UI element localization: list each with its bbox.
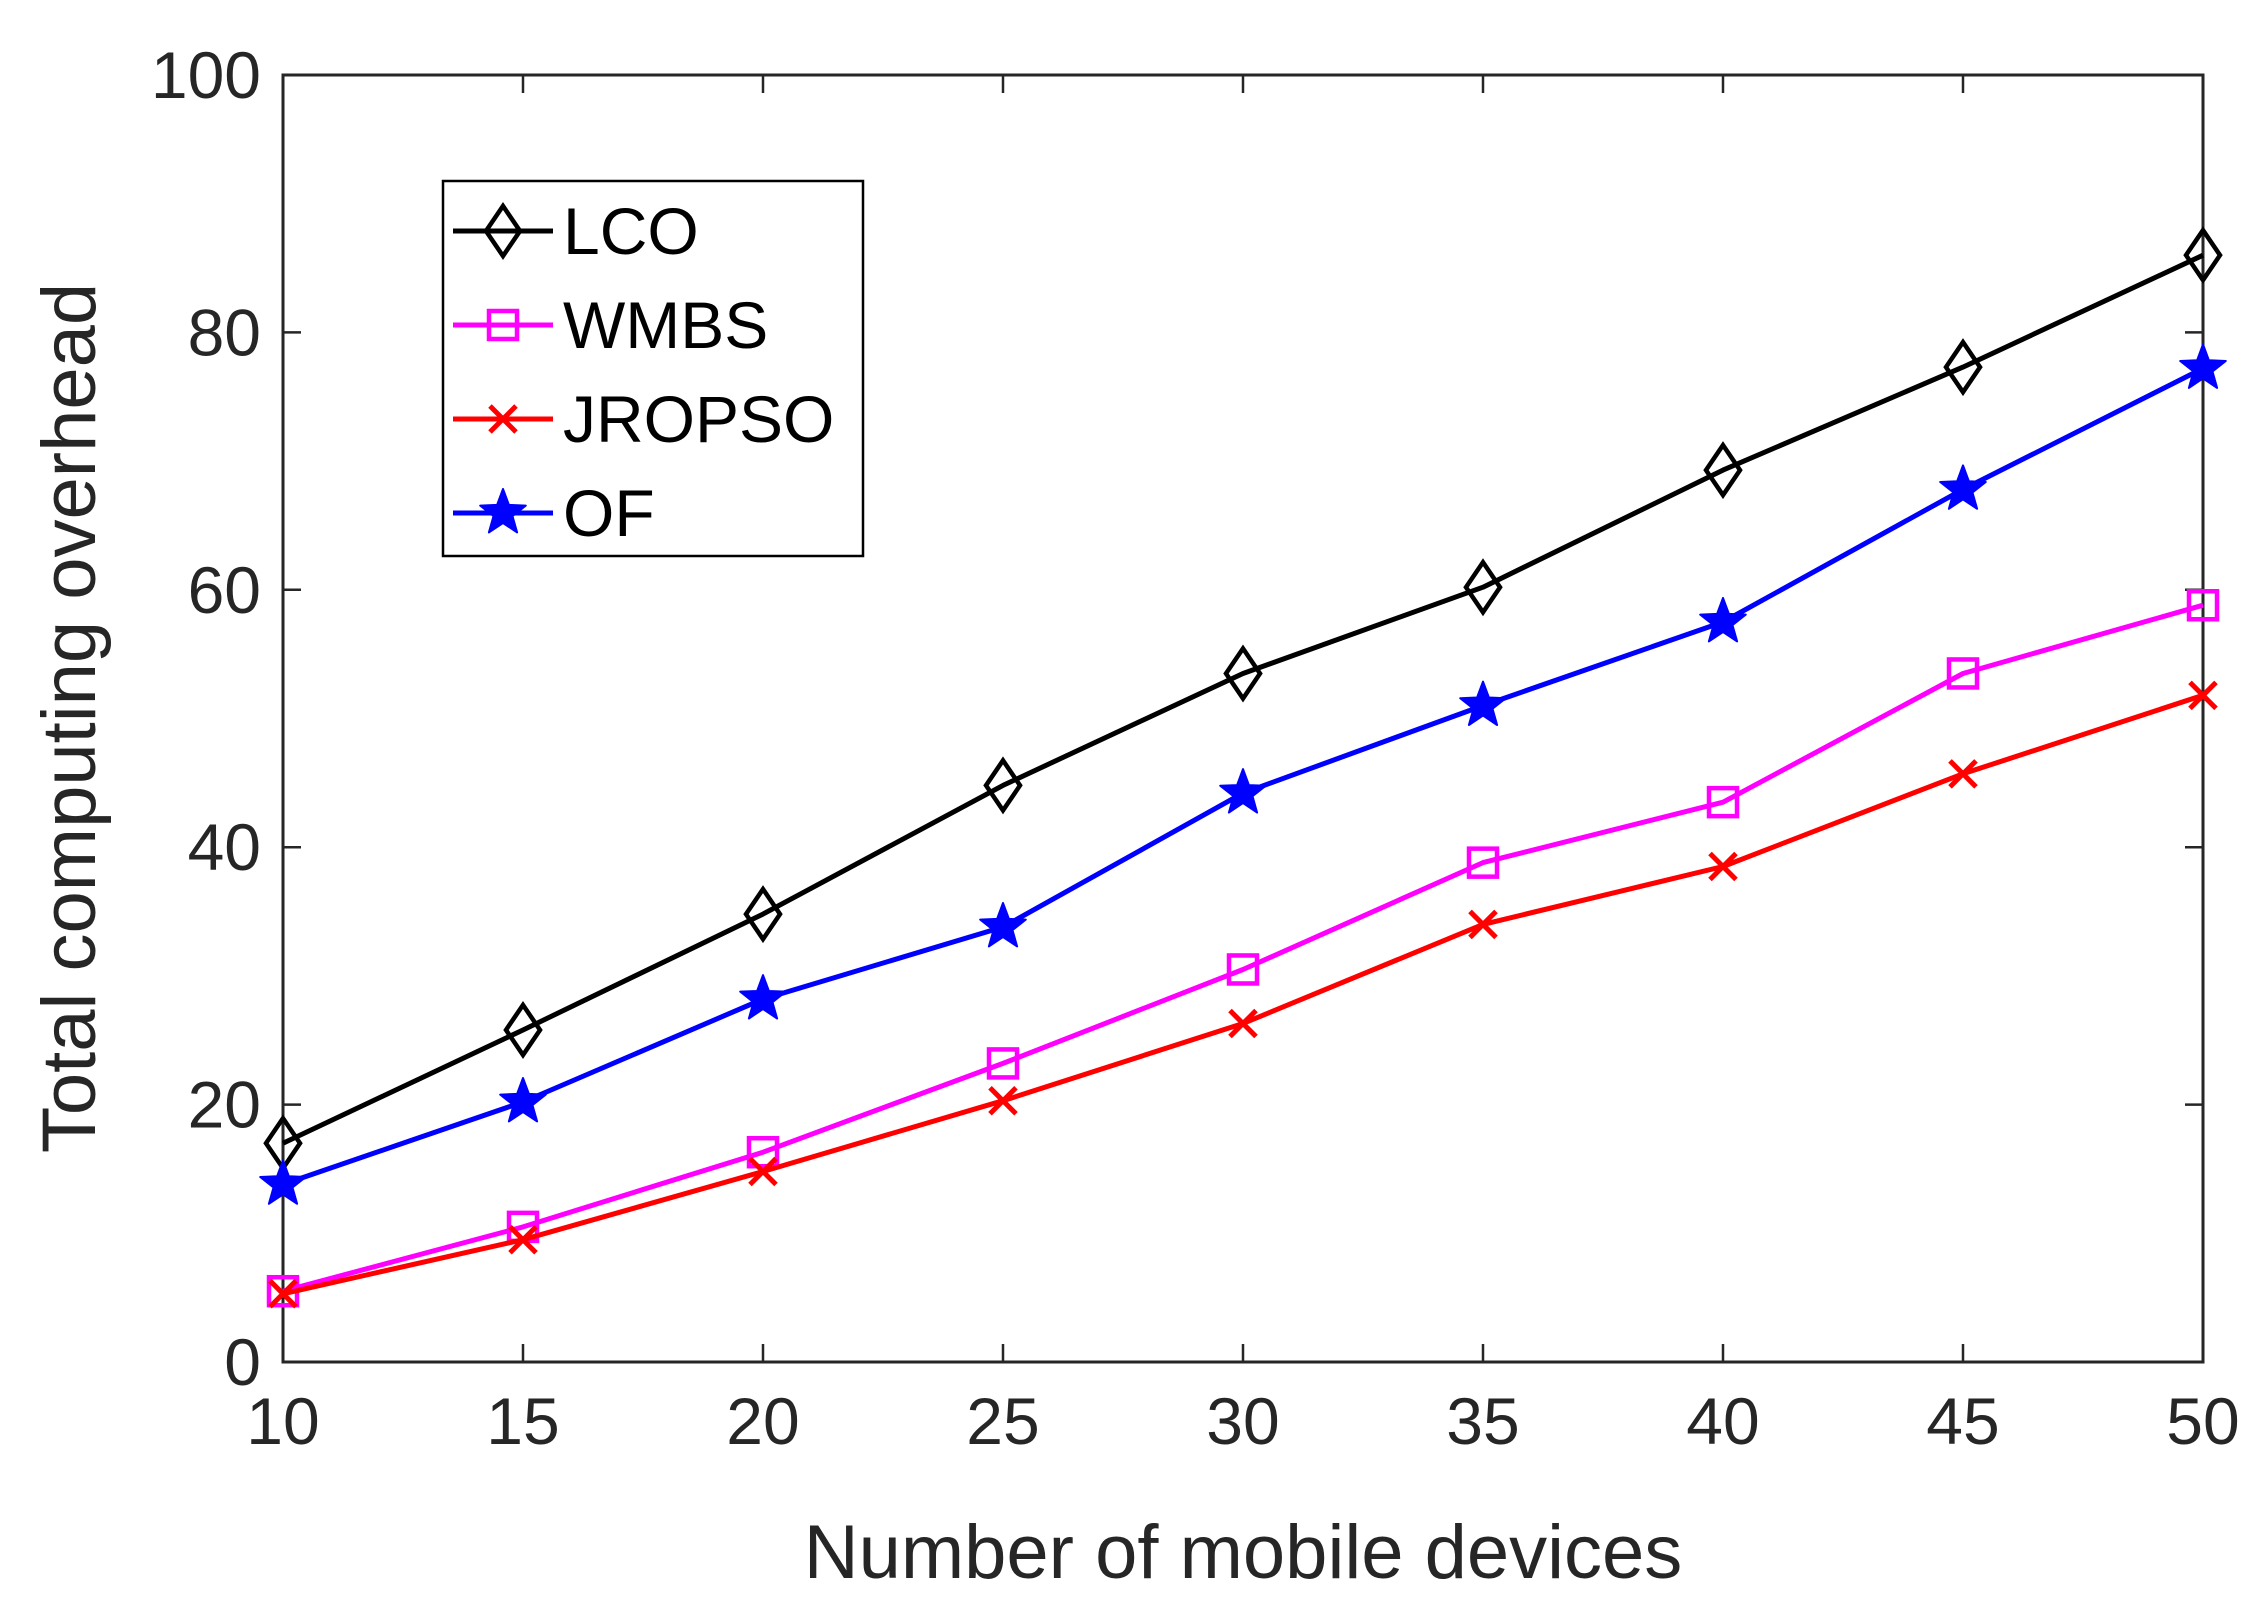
data-point <box>259 1159 307 1205</box>
data-point <box>748 1156 778 1187</box>
series-line <box>282 602 2204 1294</box>
data-point <box>503 1000 543 1059</box>
x-tick-label: 25 <box>966 1384 1039 1458</box>
x-tick-label: 40 <box>1686 1384 1759 1458</box>
y-axis-title: Total computing overhead <box>27 283 112 1153</box>
legend: LCO WMBS JROPSO OF <box>441 179 865 558</box>
data-point <box>746 1135 780 1169</box>
legend-label: LCO <box>563 194 699 268</box>
data-point <box>2188 680 2218 711</box>
x-tick-label: 45 <box>1926 1384 1999 1458</box>
x-tick-label: 35 <box>1446 1384 1519 1458</box>
data-point <box>499 1077 547 1123</box>
y-tick-label: 0 <box>224 1325 261 1399</box>
series-layer <box>259 226 2227 1309</box>
data-point <box>1708 851 1738 882</box>
data-point <box>1948 759 1978 789</box>
x-axis-title: Number of mobile devices <box>804 1510 1683 1595</box>
legend-item: LCO <box>453 194 699 268</box>
y-tick-label: 60 <box>188 553 261 627</box>
legend-marker <box>486 308 520 342</box>
data-point <box>1939 464 1987 510</box>
data-point <box>1468 909 1498 940</box>
data-point <box>1699 597 1747 643</box>
data-point <box>1943 338 1983 397</box>
x-tick-label: 30 <box>1206 1384 1279 1458</box>
data-point <box>2183 226 2223 285</box>
series-wmbs <box>266 588 2220 1308</box>
x-tick-label: 20 <box>726 1384 799 1458</box>
data-point <box>1946 657 1980 690</box>
legend-marker <box>488 404 518 434</box>
data-point <box>1459 680 1507 726</box>
data-point <box>1223 644 1263 703</box>
data-point <box>1226 953 1260 986</box>
series-lco <box>263 226 2223 1173</box>
legend-marker <box>479 488 527 534</box>
data-point <box>983 756 1023 815</box>
data-point <box>988 1085 1018 1116</box>
data-point <box>739 974 787 1020</box>
legend-item: WMBS <box>453 288 768 362</box>
data-point <box>979 902 1027 948</box>
x-axis: 10 15 20 25 30 35 40 45 50 <box>246 75 2240 1458</box>
legend-marker <box>483 201 523 261</box>
legend-label: JROPSO <box>563 382 834 456</box>
data-point <box>2179 343 2227 389</box>
x-tick-label: 15 <box>486 1384 559 1458</box>
series-jropso <box>268 680 2218 1309</box>
y-tick-label: 40 <box>188 810 261 884</box>
y-tick-label: 20 <box>188 1068 261 1142</box>
data-point <box>1228 1008 1258 1039</box>
y-tick-label: 100 <box>151 38 261 112</box>
data-point <box>1706 785 1740 819</box>
y-axis: 0 20 40 60 80 100 <box>151 38 2203 1399</box>
data-point <box>1466 846 1500 879</box>
data-point <box>268 1279 298 1309</box>
legend-label: OF <box>563 476 655 550</box>
series-of <box>259 343 2227 1205</box>
y-tick-label: 80 <box>188 295 261 369</box>
legend-label: WMBS <box>563 288 768 362</box>
data-point <box>508 1224 538 1255</box>
data-point <box>1463 558 1503 617</box>
legend-item: OF <box>453 476 655 550</box>
x-tick-label: 50 <box>2166 1384 2239 1458</box>
x-tick-label: 10 <box>246 1384 319 1458</box>
data-point <box>986 1047 1020 1080</box>
data-point <box>1219 768 1267 814</box>
data-point <box>743 885 783 944</box>
legend-item: JROPSO <box>453 382 834 456</box>
series-line <box>281 252 2205 1146</box>
data-point <box>2186 588 2220 622</box>
data-point <box>1703 441 1743 500</box>
